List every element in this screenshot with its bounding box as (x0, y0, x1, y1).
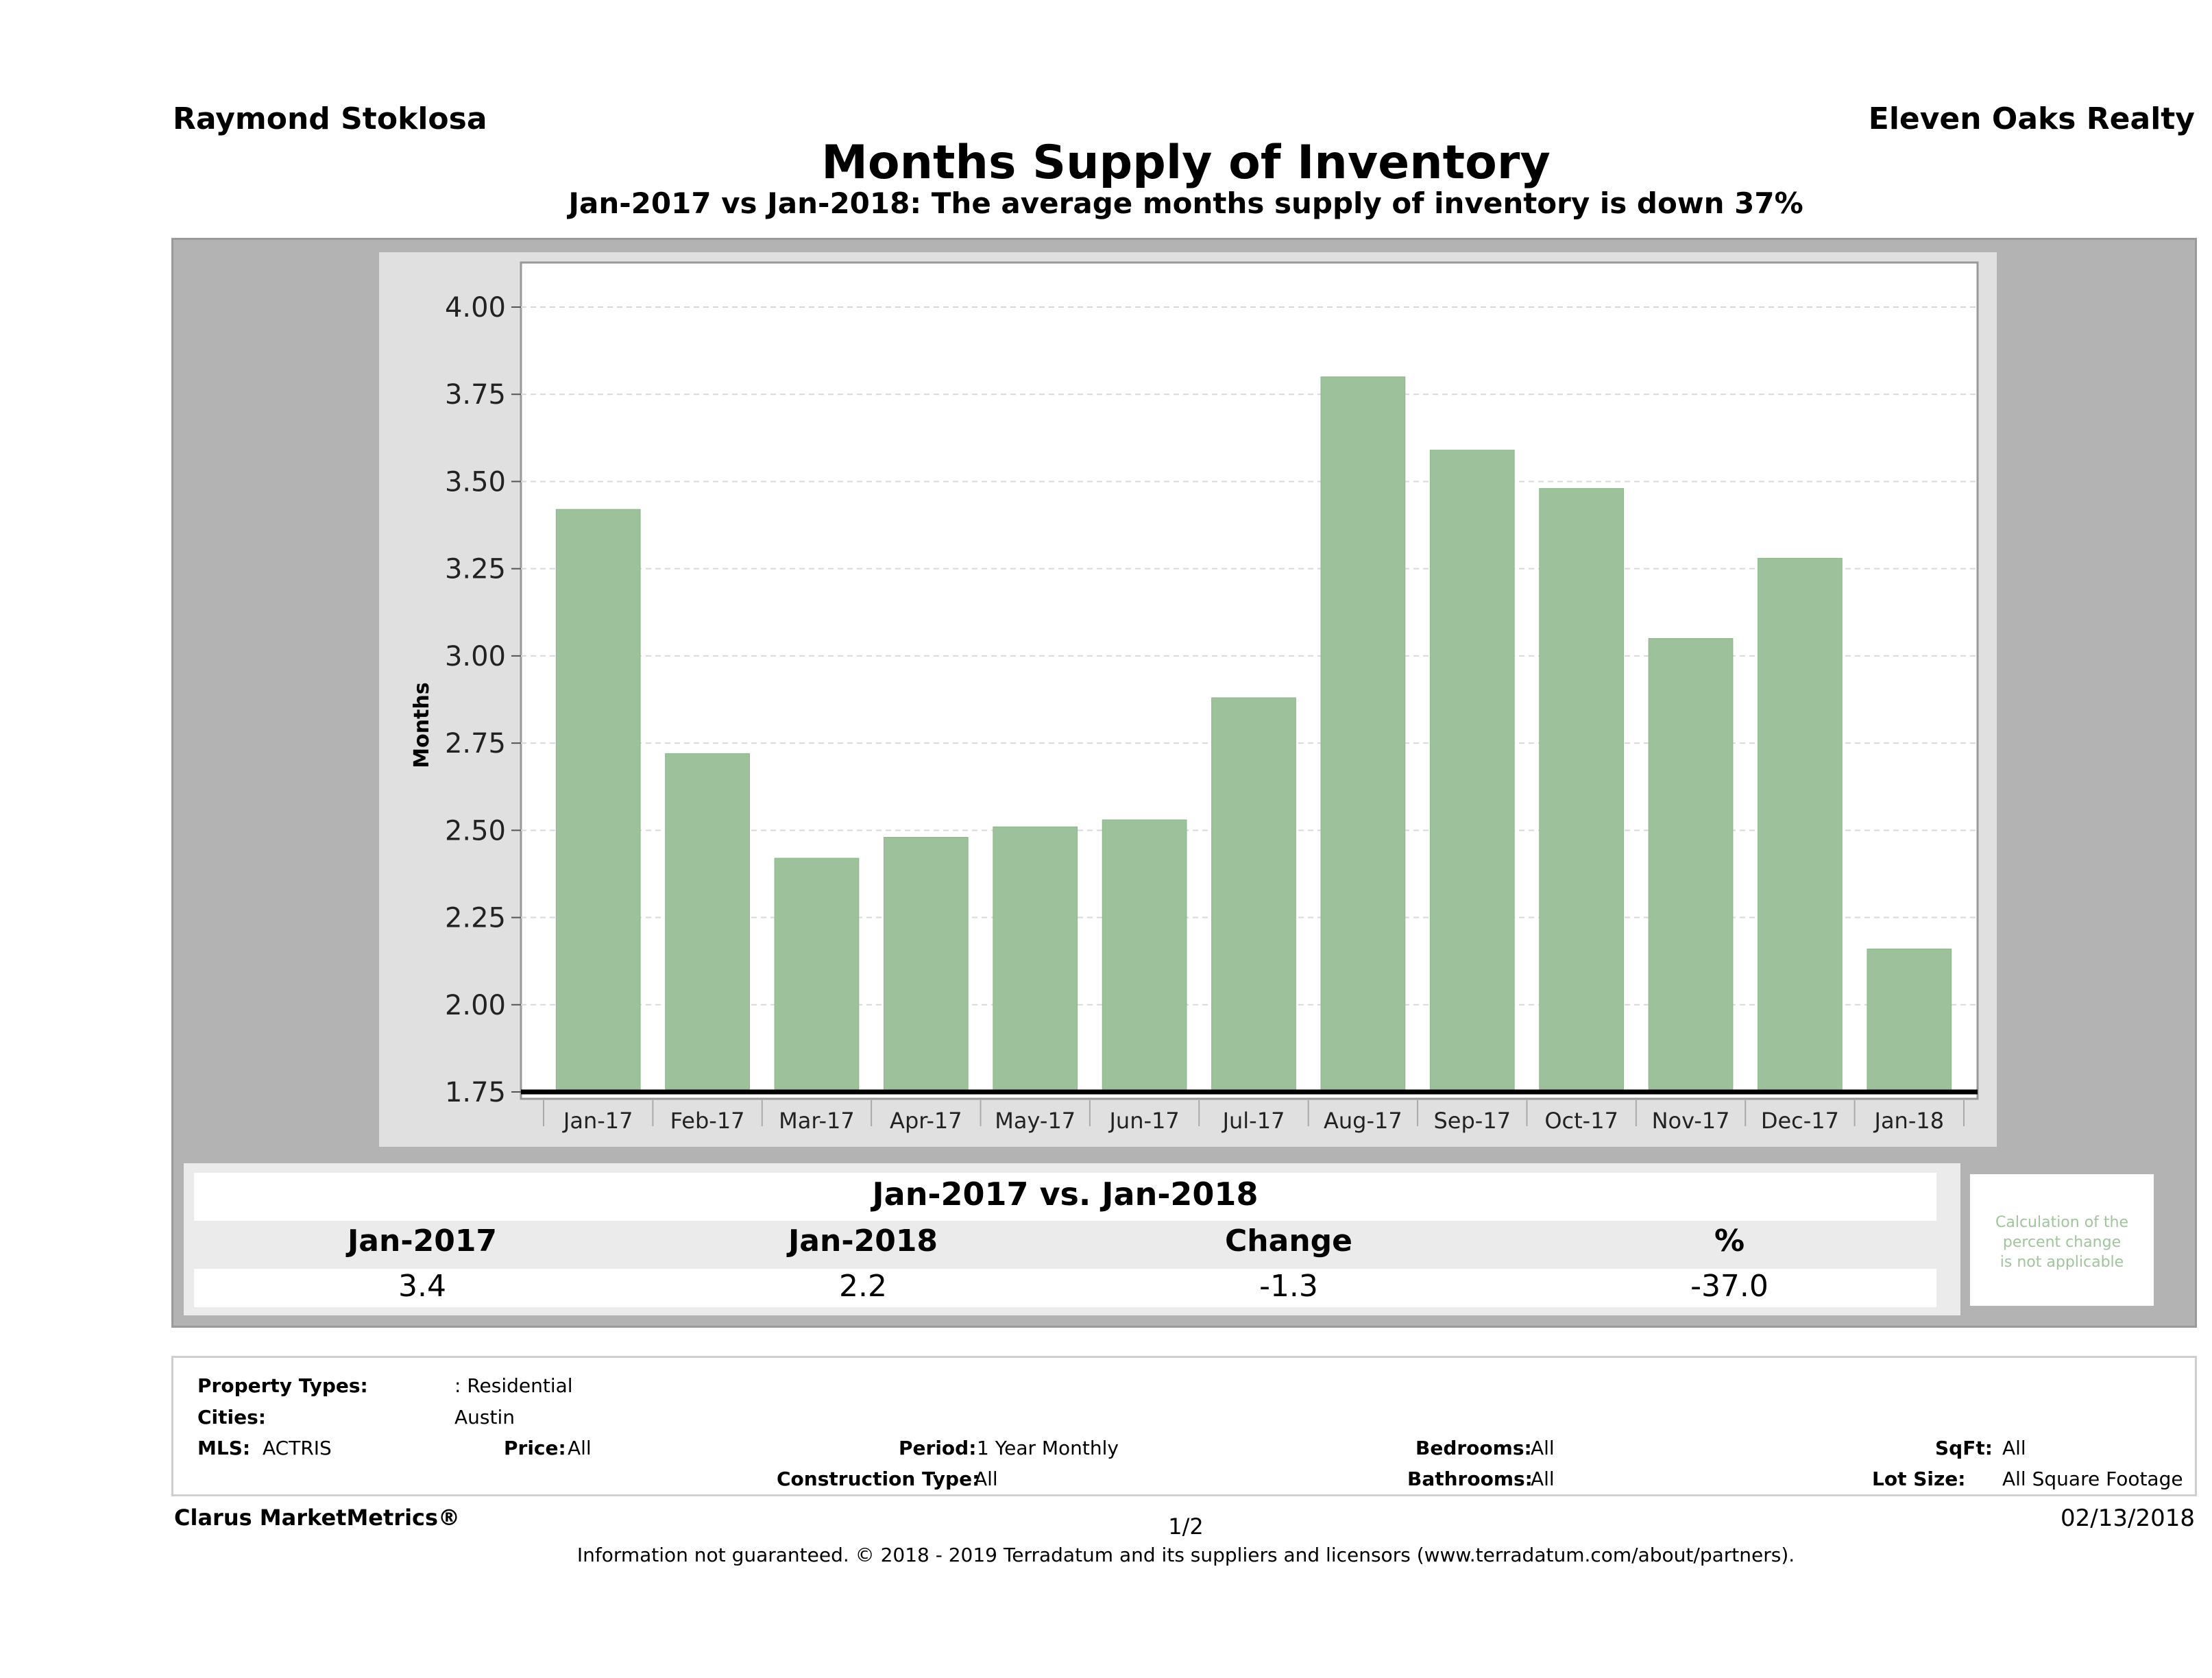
x-tick-label: Apr-17 (890, 1108, 962, 1134)
property-types-label: Property Types: (197, 1374, 368, 1397)
cities-label: Cities: (197, 1406, 266, 1428)
bar-aug-17 (1320, 376, 1406, 1093)
sqft-label: SqFt: (1935, 1437, 1993, 1459)
y-tick-label: 2.25 (445, 903, 506, 934)
agent-name: Raymond Stoklosa (173, 101, 487, 136)
period-value: 1 Year Monthly (977, 1437, 1119, 1459)
bar-jul-17 (1211, 697, 1296, 1093)
bathrooms-label: Bathrooms: (1407, 1468, 1533, 1490)
page-number: 1/2 (1168, 1513, 1204, 1540)
summary-value-percent: -37.0 (1690, 1269, 1769, 1304)
summary-value-jan2018: 2.2 (839, 1269, 887, 1304)
bar-jan-17 (555, 509, 641, 1093)
y-tick-label: 1.75 (445, 1077, 506, 1108)
mls-value: ACTRIS (263, 1437, 332, 1459)
filter-criteria: Property Types: : Residential Cities: Au… (171, 1356, 2197, 1496)
x-axis-ticks: Jan-17 Feb-17 Mar-17 Apr-17 May-17 Jun-17 Jul-… (521, 1089, 1978, 1134)
bar-mar-17 (774, 858, 860, 1093)
summary-title-row (194, 1173, 1936, 1221)
bar-oct-17 (1539, 488, 1625, 1093)
bar-sep-17 (1429, 450, 1515, 1093)
y-tick-label: 2.75 (445, 728, 506, 759)
bedrooms-value: All (1531, 1437, 1555, 1459)
comparison-summary: Jan-2017 vs. Jan-2018 Jan-2017 Jan-2018 … (184, 1163, 1960, 1315)
y-tick-label: 3.50 (445, 466, 506, 498)
summary-value-change: -1.3 (1259, 1269, 1318, 1304)
bedrooms-label: Bedrooms: (1415, 1437, 1532, 1459)
report-subtitle: Jan-2017 vs Jan-2018: The average months… (568, 186, 1803, 220)
construction-type-value: All (974, 1468, 998, 1490)
percent-change-note: Calculation of the percent change is not… (1970, 1174, 2154, 1306)
bar-jun-17 (1102, 819, 1187, 1093)
cities-value: Austin (454, 1406, 515, 1428)
y-tick-label: 3.75 (445, 379, 506, 411)
brokerage-name: Eleven Oaks Realty (1868, 101, 2195, 136)
y-tick-label: 4.00 (445, 292, 506, 324)
summary-title: Jan-2017 vs. Jan-2018 (872, 1176, 1259, 1213)
y-tick-label: 3.25 (445, 554, 506, 585)
footer-brand: Clarus MarketMetrics® (174, 1505, 461, 1531)
x-tick-label: Sep-17 (1433, 1108, 1511, 1134)
construction-type-label: Construction Type: (777, 1468, 980, 1490)
summary-value-jan2017: 3.4 (398, 1269, 446, 1304)
x-tick-label: Oct-17 (1544, 1108, 1618, 1134)
x-tick-label: Feb-17 (670, 1108, 745, 1134)
sqft-value: All (2002, 1437, 2026, 1459)
bar-chart: 1.75 2.00 2.25 2.50 2.75 3.00 3.25 3.50 3.75 4.00… (410, 261, 1979, 1134)
report-title: Months Supply of Inventory (821, 136, 1551, 190)
y-tick-label: 2.00 (445, 990, 506, 1021)
summary-header-jan2017: Jan-2017 (347, 1224, 498, 1258)
bar-may-17 (993, 826, 1078, 1093)
bar-feb-17 (665, 753, 750, 1093)
bathrooms-value: All (1531, 1468, 1555, 1490)
mls-label: MLS: (197, 1437, 251, 1459)
summary-header-percent: % (1714, 1224, 1745, 1258)
lot-size-label: Lot Size: (1872, 1468, 1966, 1490)
x-tick-label: Jun-17 (1108, 1108, 1179, 1134)
bar-jan-18 (1867, 948, 1952, 1093)
y-tick-label: 3.00 (445, 641, 506, 672)
property-types-value: : Residential (454, 1374, 573, 1397)
report-date: 02/13/2018 (2061, 1505, 2195, 1532)
price-value: All (568, 1437, 592, 1459)
price-label: Price: (504, 1437, 566, 1459)
summary-header-jan2018: Jan-2018 (788, 1224, 938, 1258)
bars (555, 376, 1952, 1093)
x-tick-label: Nov-17 (1652, 1108, 1730, 1134)
x-tick-label: Jul-17 (1222, 1108, 1285, 1134)
summary-value-row (194, 1269, 1936, 1307)
bar-apr-17 (883, 837, 969, 1093)
period-label: Period: (899, 1437, 977, 1459)
lot-size-value: All Square Footage (2002, 1468, 2183, 1490)
y-tick-label: 2.50 (445, 815, 506, 847)
bar-dec-17 (1758, 557, 1843, 1093)
grid-lines (521, 306, 1978, 1006)
y-axis-ticks: 1.75 2.00 2.25 2.50 2.75 3.00 3.25 3.50 3.75 4.00 (445, 292, 521, 1108)
note-line-2: percent change (2002, 1234, 2122, 1251)
y-axis-label: Months (410, 682, 434, 768)
x-tick-label: Dec-17 (1761, 1108, 1839, 1134)
note-line-3: is not applicable (2000, 1254, 2124, 1271)
x-tick-label: Aug-17 (1324, 1108, 1402, 1134)
x-tick-label: Jan-18 (1873, 1108, 1945, 1134)
note-line-1: Calculation of the (1995, 1214, 2129, 1231)
x-tick-label: Jan-17 (562, 1108, 633, 1134)
x-tick-label: Mar-17 (779, 1108, 855, 1134)
summary-header-change: Change (1225, 1224, 1352, 1258)
x-tick-label: May-17 (995, 1108, 1075, 1134)
bar-nov-17 (1648, 637, 1734, 1093)
disclaimer: Information not guaranteed. © 2018 - 201… (576, 1544, 1795, 1566)
